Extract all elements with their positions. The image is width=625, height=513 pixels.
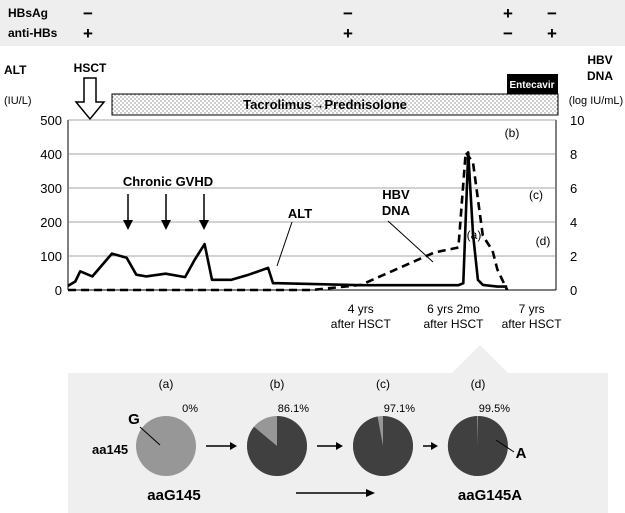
- x-label: 4 yrs: [348, 302, 374, 316]
- pie-percent: 97.1%: [384, 403, 415, 415]
- right-tick-labels: 0 2 4 6 8 10: [570, 113, 584, 298]
- pie-percent: 86.1%: [278, 403, 309, 415]
- x-label: after HSCT: [502, 317, 563, 331]
- pie-slice: [247, 416, 308, 477]
- right-tick-label: 4: [570, 215, 577, 230]
- hbv-leader: [387, 220, 434, 263]
- pie-slice: [447, 416, 508, 476]
- pie-arrowhead: [230, 442, 237, 450]
- pie-arrowhead: [431, 442, 438, 450]
- g-allele-label: G: [128, 411, 140, 428]
- hbv-series-label-2: DNA: [382, 203, 411, 218]
- gvhd-arrows: [123, 194, 209, 230]
- right-axis-label: HBV: [587, 53, 612, 67]
- g-leader: [139, 426, 161, 446]
- aa145-label: aa145: [92, 442, 128, 457]
- marker-sign: +: [503, 4, 513, 23]
- point-a: (a): [467, 228, 482, 242]
- pie-tag: (d): [471, 377, 486, 391]
- x-label: after HSCT: [331, 317, 392, 331]
- left-tick-label: 200: [40, 215, 62, 230]
- left-tick-label: 500: [40, 113, 62, 128]
- point-b: (b): [505, 126, 520, 140]
- aaG145A-label: aaG145A: [458, 487, 522, 504]
- entecavir-bar: [507, 74, 558, 94]
- pie-base: [136, 416, 196, 476]
- marker-sign: −: [503, 24, 513, 43]
- x-label: 7 yrs: [519, 302, 545, 316]
- marker-label: anti-HBs: [8, 26, 58, 40]
- marker-band: [0, 0, 625, 46]
- marker-sign: −: [547, 4, 557, 23]
- entecavir-label: Entecavir: [509, 80, 554, 91]
- gvhd-label: Chronic GVHD: [123, 174, 213, 189]
- serology-markers: HBsAg − − + −anti-HBs + + − +: [8, 4, 557, 43]
- tacrolimus-bar: [111, 93, 559, 116]
- marker-sign: −: [343, 4, 353, 23]
- pie-percent: 99.5%: [479, 403, 510, 415]
- left-tick-label: 100: [40, 249, 62, 264]
- aaG145-label: aaG145: [147, 487, 200, 504]
- x-label: 6 yrs 2mo: [427, 302, 480, 316]
- hbv-dna-line: [68, 151, 509, 292]
- right-axis-unit: (log IU/mL): [569, 95, 623, 107]
- pie-tag: (b): [270, 377, 285, 391]
- marker-sign: +: [83, 24, 93, 43]
- hsct-arrow: [74, 77, 106, 121]
- a-leader: [495, 439, 515, 453]
- point-d: (d): [536, 234, 551, 248]
- right-tick-label: 0: [570, 283, 577, 298]
- pie-tag: (a): [159, 377, 174, 391]
- left-axis-unit: (IU/L): [4, 95, 32, 107]
- right-tick-label: 8: [570, 147, 577, 162]
- marker-sign: +: [547, 24, 557, 43]
- point-c: (c): [529, 188, 543, 202]
- right-tick-label: 10: [570, 113, 584, 128]
- marker-label: HBsAg: [8, 6, 48, 20]
- right-tick-label: 2: [570, 249, 577, 264]
- left-axis-label: ALT: [4, 63, 27, 77]
- x-label: after HSCT: [424, 317, 485, 331]
- right-axis-label-2: DNA: [587, 69, 613, 83]
- tacrolimus-label: Tacrolimus→Prednisolone: [243, 97, 407, 112]
- series-lines: [67, 151, 509, 292]
- pie-tag: (c): [376, 377, 390, 391]
- progress-arrow: [296, 489, 375, 497]
- right-tick-label: 6: [570, 181, 577, 196]
- left-tick-label: 400: [40, 147, 62, 162]
- alt-line: [67, 151, 508, 288]
- hsct-label: HSCT: [74, 61, 107, 75]
- pie-charts: (a) 0% (b) 86.1% (c) 97.1% (d) 99.5%: [136, 377, 510, 477]
- left-tick-label: 0: [55, 283, 62, 298]
- pie-arrowhead: [336, 442, 343, 450]
- hbv-series-label-1: HBV: [382, 187, 410, 202]
- alt-series-label: ALT: [288, 206, 312, 221]
- left-tick-label: 300: [40, 181, 62, 196]
- marker-sign: +: [343, 24, 353, 43]
- alt-leader: [276, 221, 293, 267]
- a-allele-label: A: [516, 445, 527, 462]
- marker-sign: −: [83, 4, 93, 23]
- pie-percent: 0%: [182, 403, 198, 415]
- left-tick-labels: 0 100 200 300 400 500: [40, 113, 62, 298]
- pie-slice: [353, 416, 414, 476]
